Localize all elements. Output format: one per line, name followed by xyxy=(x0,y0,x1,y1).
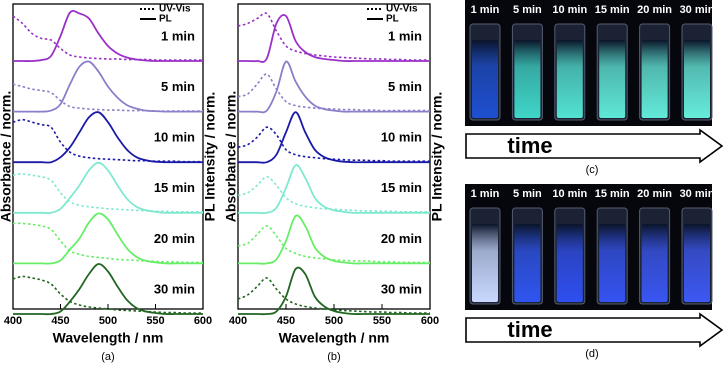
vial-liquid xyxy=(556,224,583,302)
y-axis-label: Absorbance / norm. xyxy=(0,91,14,222)
uv-vis-curve xyxy=(12,83,203,112)
time-arrow xyxy=(465,312,724,348)
series-label: 30 min xyxy=(381,281,422,296)
uv-vis-curve xyxy=(12,275,203,314)
vial-liquid xyxy=(641,40,668,118)
caption: (d) xyxy=(585,348,598,360)
vial-time-label: 15 min xyxy=(595,188,630,200)
x-tick-label: 550 xyxy=(146,315,164,327)
uv-vis-curve xyxy=(12,118,203,163)
x-tick-label: 600 xyxy=(194,315,212,327)
vial-time-label: 15 min xyxy=(595,4,630,16)
uv-vis-curve xyxy=(237,126,430,163)
vial-liquid xyxy=(599,224,626,302)
pl-curve xyxy=(13,10,203,62)
x-axis-label: Wavelength / nm xyxy=(279,330,390,346)
vial-liquid xyxy=(514,40,541,118)
vial-liquid xyxy=(599,40,626,118)
x-axis-label: Wavelength / nm xyxy=(53,330,164,346)
series-label: 20 min xyxy=(381,231,422,246)
vial-time-label: 5 min xyxy=(513,4,542,16)
pl-curve xyxy=(238,111,430,164)
series-label: 20 min xyxy=(154,231,195,246)
series-label: 10 min xyxy=(154,130,195,145)
y2-axis-label: PL Intensity / norm. xyxy=(429,92,445,222)
caption: (c) xyxy=(586,164,599,176)
legend-label: PL xyxy=(386,14,399,25)
legend-label: PL xyxy=(159,14,172,25)
vial-time-label: 5 min xyxy=(513,188,542,200)
vial-time-label: 1 min xyxy=(471,4,500,16)
vial-time-label: 30 min xyxy=(680,4,715,16)
x-tick-label: 500 xyxy=(325,315,343,327)
legend-label: UV-Vis xyxy=(386,4,418,15)
vial-liquid xyxy=(472,224,498,302)
series-label: 10 min xyxy=(381,130,422,145)
vial-liquid xyxy=(556,40,583,118)
legend-label: UV-Vis xyxy=(159,4,191,15)
photo-background xyxy=(465,0,712,126)
vial-time-label: 20 min xyxy=(637,188,672,200)
pl-curve xyxy=(237,164,430,215)
caption: (a) xyxy=(101,351,114,363)
series-label: 15 min xyxy=(154,180,195,195)
vial-time-label: 10 min xyxy=(552,188,587,200)
x-tick-label: 500 xyxy=(99,315,117,327)
series-label: 5 min xyxy=(161,79,195,94)
x-tick-label: 400 xyxy=(4,315,22,327)
arrow-text: time xyxy=(507,133,552,158)
vial-liquid xyxy=(684,40,710,118)
photo-background xyxy=(465,184,712,310)
x-tick-label: 450 xyxy=(51,315,69,327)
pl-curve xyxy=(238,14,430,63)
uv-vis-curve xyxy=(237,73,430,112)
arrow-text: time xyxy=(507,317,552,342)
y-axis-label: Absorbance / norm. xyxy=(223,91,239,222)
series-label: 1 min xyxy=(161,28,195,43)
caption: (b) xyxy=(327,351,340,363)
series-label: 30 min xyxy=(154,281,195,296)
vial-liquid xyxy=(684,224,710,302)
x-tick-label: 400 xyxy=(229,315,247,327)
series-label: 5 min xyxy=(388,79,422,94)
pl-curve xyxy=(238,60,430,114)
series-label: 15 min xyxy=(381,180,422,195)
vial-liquid xyxy=(641,224,668,302)
vial-liquid xyxy=(514,224,541,302)
time-arrow xyxy=(465,128,724,164)
pl-curve xyxy=(13,111,203,164)
uv-vis-curve xyxy=(12,222,203,264)
vial-time-label: 10 min xyxy=(552,4,587,16)
uv-vis-curve xyxy=(237,12,430,61)
uv-vis-curve xyxy=(12,172,203,213)
x-tick-label: 550 xyxy=(373,315,391,327)
pl-curve xyxy=(238,214,430,265)
vial-time-label: 30 min xyxy=(680,188,715,200)
vial-time-label: 1 min xyxy=(471,188,500,200)
y2-axis-label: PL Intensity / norm. xyxy=(202,92,218,222)
x-tick-label: 600 xyxy=(421,315,439,327)
pl-curve xyxy=(13,60,203,113)
pl-curve xyxy=(13,263,203,316)
pl-curve xyxy=(13,212,203,265)
uv-vis-curve xyxy=(237,225,430,264)
vial-time-label: 20 min xyxy=(637,4,672,16)
pl-curve xyxy=(238,266,430,316)
pl-curve xyxy=(12,161,203,214)
series-label: 1 min xyxy=(388,28,422,43)
x-tick-label: 450 xyxy=(277,315,295,327)
vial-liquid xyxy=(472,40,498,118)
